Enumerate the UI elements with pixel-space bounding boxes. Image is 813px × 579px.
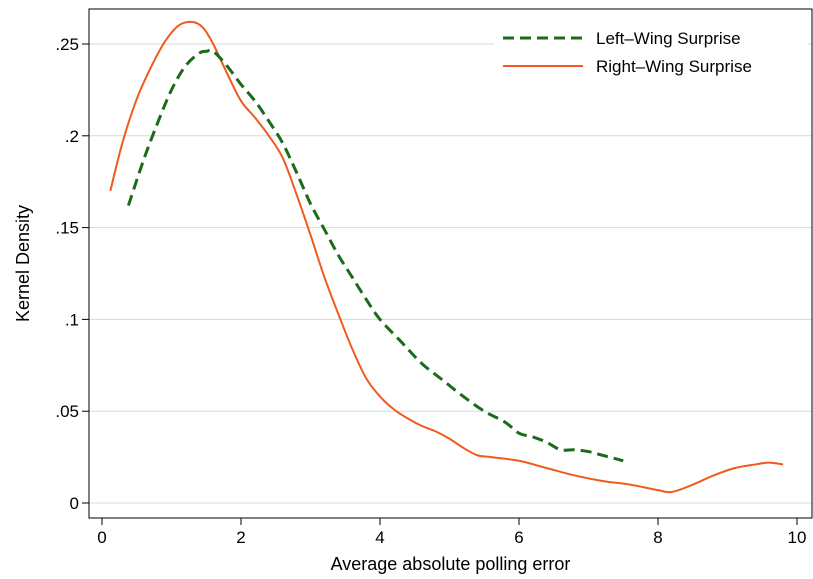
x-tick-label: 4 [375, 528, 384, 547]
legend-label-left-wing: Left–Wing Surprise [596, 29, 741, 48]
y-axis-title: Kernel Density [13, 205, 33, 322]
gridlines [89, 43, 812, 504]
y-tick-label: .15 [55, 219, 79, 238]
x-tick-label: 0 [97, 528, 106, 547]
legend: Left–Wing Surprise Right–Wing Surprise [494, 20, 808, 86]
x-tick-label: 6 [514, 528, 523, 547]
y-tick-label: .1 [65, 310, 79, 329]
x-tick-label: 2 [236, 528, 245, 547]
axes: 0 .05 .1 .15 .2 .25 0 2 4 6 8 10 [55, 35, 806, 547]
x-axis-title: Average absolute polling error [331, 554, 571, 574]
y-tick-label: 0 [70, 494, 79, 513]
y-tick-label: .05 [55, 402, 79, 421]
x-tick-label: 8 [653, 528, 662, 547]
legend-label-right-wing: Right–Wing Surprise [596, 57, 752, 76]
y-tick-label: .2 [65, 127, 79, 146]
series-layer [109, 20, 784, 494]
series-line-right-wing [109, 20, 784, 494]
x-tick-label: 10 [788, 528, 807, 547]
legend-box [494, 20, 808, 86]
y-tick-label: .25 [55, 35, 79, 54]
series-line-left-wing [126, 48, 624, 463]
plot-area-frame [88, 8, 813, 519]
